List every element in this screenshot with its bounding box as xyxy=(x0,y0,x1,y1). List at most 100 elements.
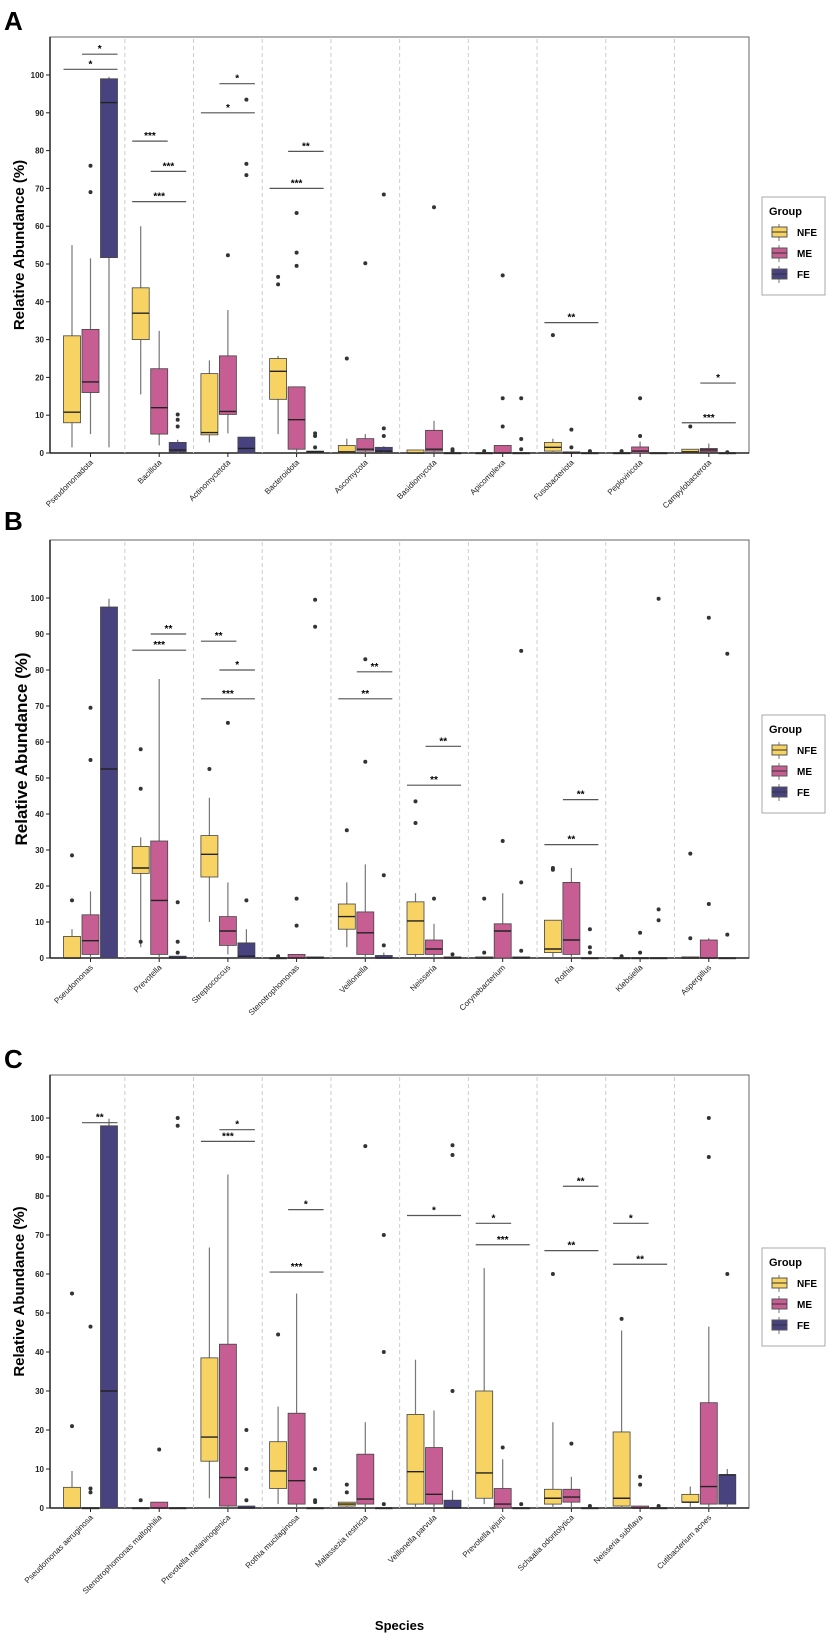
outlier-point xyxy=(88,163,93,168)
outlier-point xyxy=(244,898,249,903)
outlier-point xyxy=(500,1445,505,1450)
box-nfe xyxy=(131,226,150,395)
outlier-point xyxy=(500,396,505,401)
box-nfe xyxy=(544,333,562,453)
legend-label: NFE xyxy=(797,1279,817,1290)
outlier-point xyxy=(706,615,711,620)
outlier-point xyxy=(381,873,386,878)
outlier-point xyxy=(725,1272,730,1276)
x-tick-label: Basidiomycota xyxy=(395,458,439,502)
box-body xyxy=(269,1441,288,1489)
box-me xyxy=(425,205,443,453)
outlier-point xyxy=(450,1143,455,1148)
outlier-point xyxy=(638,1482,643,1487)
box-me xyxy=(150,679,169,958)
significance-label: *** xyxy=(153,640,165,651)
box-fe xyxy=(237,1428,256,1509)
outlier-point xyxy=(587,945,592,950)
box-body xyxy=(493,923,512,959)
y-tick-label: 50 xyxy=(35,260,44,269)
box-nfe xyxy=(337,828,356,948)
y-axis-title: Relative Abundance (%) xyxy=(11,160,28,330)
outlier-point xyxy=(413,799,418,804)
outlier-point xyxy=(88,1490,93,1495)
box-nfe xyxy=(681,1486,700,1508)
significance-label: *** xyxy=(497,1235,509,1246)
y-tick-label: 100 xyxy=(31,594,45,603)
outlier-point xyxy=(207,767,212,771)
outlier-point xyxy=(344,1482,349,1487)
box-fe xyxy=(718,450,737,455)
significance-label: *** xyxy=(222,1131,234,1142)
outlier-point xyxy=(550,333,555,338)
x-axis-title: Species xyxy=(375,1618,424,1633)
box-body xyxy=(493,445,512,454)
outlier-point xyxy=(363,261,368,266)
legend-label: FE xyxy=(797,788,810,799)
box-fe xyxy=(374,192,393,453)
outlier-point xyxy=(656,918,661,923)
outlier-point xyxy=(519,948,524,953)
outlier-point xyxy=(138,786,143,791)
outlier-point xyxy=(569,445,574,450)
legend-item-nfe: NFE xyxy=(771,1275,817,1292)
outlier-point xyxy=(619,449,624,454)
box-nfe xyxy=(63,853,81,959)
x-tick-label: Prevotella jejuni xyxy=(461,1513,507,1559)
x-tick-label: Pseudomonas aeruginosa xyxy=(23,1513,95,1585)
outlier-point xyxy=(706,1155,711,1159)
outlier-point xyxy=(638,433,643,438)
panel-label: C xyxy=(4,1044,23,1074)
box-me xyxy=(631,930,649,960)
outlier-point xyxy=(294,923,299,928)
significance-label: *** xyxy=(291,178,303,189)
box-body xyxy=(287,386,306,450)
significance-label: ** xyxy=(577,790,585,801)
y-tick-label: 100 xyxy=(31,71,45,80)
box-me xyxy=(287,210,306,453)
box-body xyxy=(100,606,118,959)
significance-label: *** xyxy=(703,413,715,424)
y-axis-title: Relative Abundance (%) xyxy=(11,1206,28,1376)
box-me xyxy=(81,1324,100,1510)
outlier-point xyxy=(175,900,180,905)
box-nfe xyxy=(131,747,150,948)
box-nfe xyxy=(337,1482,356,1508)
y-tick-label: 90 xyxy=(35,1153,44,1162)
significance-label: *** xyxy=(153,192,165,203)
box-me xyxy=(356,261,375,453)
box-me xyxy=(699,1116,718,1508)
outlier-point xyxy=(688,424,693,429)
legend: Group NFE ME FE xyxy=(761,196,826,296)
legend-label: ME xyxy=(797,249,812,260)
x-tick-label: Campylobacterota xyxy=(661,458,714,511)
box-body xyxy=(374,446,393,453)
outlier-point xyxy=(88,758,93,762)
outlier-point xyxy=(638,950,643,955)
box-body xyxy=(131,846,150,874)
outlier-point xyxy=(313,1498,318,1503)
outlier-point xyxy=(569,1441,574,1446)
box-body xyxy=(200,1357,219,1462)
significance-label: ** xyxy=(302,141,310,152)
significance-label: ** xyxy=(568,1241,576,1252)
x-tick-label: Veillonella xyxy=(338,963,370,995)
box-fe xyxy=(374,873,393,959)
box-nfe xyxy=(612,1316,631,1508)
outlier-point xyxy=(450,1153,455,1158)
box-nfe xyxy=(200,360,219,443)
box-nfe xyxy=(612,449,631,455)
box-body xyxy=(150,840,169,955)
significance-label: * xyxy=(491,1213,495,1224)
box-body xyxy=(356,438,375,452)
box-nfe xyxy=(63,245,81,448)
y-tick-label: 30 xyxy=(35,846,44,855)
outlier-point xyxy=(450,1389,455,1393)
box-me xyxy=(218,720,237,955)
outlier-point xyxy=(313,1467,318,1471)
box-body xyxy=(287,1412,306,1505)
box-nfe xyxy=(131,1498,150,1510)
legend-item-fe: FE xyxy=(771,1317,810,1334)
box-me xyxy=(81,705,100,958)
x-tick-label: Prevotella melaninogenica xyxy=(160,1513,233,1586)
